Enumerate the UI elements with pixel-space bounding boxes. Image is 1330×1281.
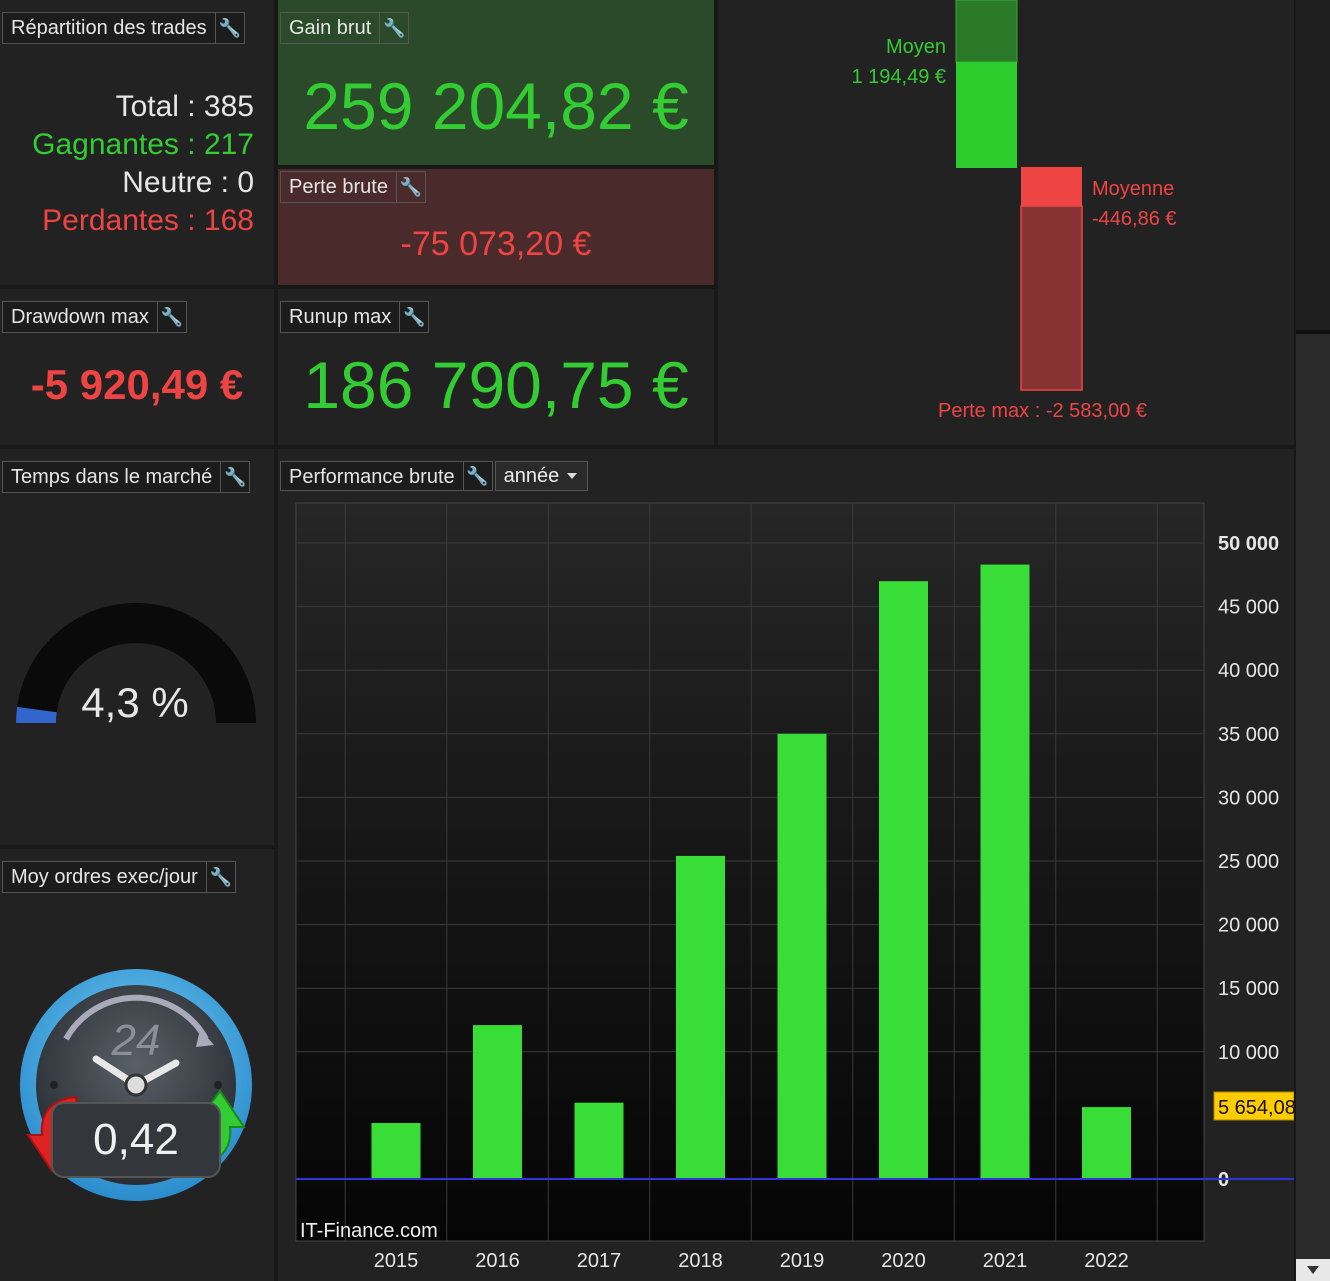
gauge-fill bbox=[15, 706, 57, 723]
ordres-value-box bbox=[51, 1102, 221, 1178]
y-tick-label: 45 000 bbox=[1218, 597, 1279, 619]
repartition-title-tab: Répartition des trades 🔧 bbox=[2, 12, 245, 44]
x-tick-label: 2021 bbox=[983, 1250, 1028, 1272]
y-tick-label: 15 000 bbox=[1218, 978, 1279, 1000]
bar-2017 bbox=[574, 1102, 624, 1179]
scroll-down-button[interactable] bbox=[1296, 1259, 1330, 1281]
temps-gauge bbox=[15, 603, 256, 723]
perte-brute-title: Perte brute bbox=[289, 176, 388, 198]
performance-title: Performance brute bbox=[280, 461, 464, 491]
ordres-title: Moy ordres exec/jour bbox=[11, 866, 198, 888]
runup-panel: Runup max 🔧 186 790,75 € bbox=[278, 289, 714, 445]
vertical-scrollbar[interactable] bbox=[1296, 0, 1330, 1281]
x-tick-label: 2016 bbox=[475, 1250, 520, 1272]
last-value-marker bbox=[1213, 1091, 1294, 1121]
wrench-icon[interactable]: 🔧 bbox=[214, 13, 244, 43]
bar-2019 bbox=[777, 733, 827, 1179]
wrench-icon[interactable]: 🔧 bbox=[156, 302, 186, 332]
plot-area bbox=[295, 502, 1205, 1242]
wrench-icon[interactable]: 🔧 bbox=[205, 862, 235, 892]
total-count: Total : 385 bbox=[115, 90, 254, 123]
wrench-icon[interactable]: 🔧 bbox=[379, 13, 408, 43]
perte-max-bar bbox=[1020, 205, 1083, 391]
drawdown-value: -5 920,49 € bbox=[30, 361, 244, 408]
temps-title: Temps dans le marché bbox=[11, 466, 213, 488]
y-tick-label: 35 000 bbox=[1218, 724, 1279, 746]
wrench-icon[interactable]: 🔧 bbox=[220, 462, 249, 492]
bar-2015 bbox=[371, 1123, 421, 1179]
clock-number: 24 bbox=[111, 1016, 161, 1065]
x-tick-label: 2020 bbox=[881, 1250, 926, 1272]
repartition-panel: Répartition des trades 🔧 Total : 385 Gag… bbox=[0, 0, 274, 285]
moyennes-bars bbox=[955, 0, 1083, 391]
drawdown-title-tab: Drawdown max 🔧 bbox=[2, 301, 187, 333]
y-tick-label: 30 000 bbox=[1218, 787, 1279, 809]
perdantes-count: Perdantes : 168 bbox=[42, 204, 254, 237]
ordres-value: 0,42 bbox=[93, 1115, 179, 1164]
scrollbar-track[interactable] bbox=[1296, 334, 1330, 1259]
chevron-down-icon bbox=[567, 473, 578, 479]
gain-brut-value: 259 204,82 € bbox=[303, 69, 689, 143]
runup-title: Runup max bbox=[289, 306, 392, 328]
arrow-down-icon bbox=[1307, 1266, 1319, 1274]
runup-title-tab: Runup max 🔧 bbox=[280, 301, 430, 333]
perte-max-label: Perte max : -2 583,00 € bbox=[938, 400, 1148, 422]
performance-panel: Performance brute 🔧 année 2015 2016 2017 20… bbox=[278, 449, 1294, 1281]
drawdown-title: Drawdown max bbox=[11, 306, 149, 328]
repartition-title: Répartition des trades bbox=[11, 17, 207, 39]
period-dropdown-value: année bbox=[503, 465, 560, 487]
temps-value: 4,3 % bbox=[81, 679, 189, 726]
ordres-panel: Moy ordres exec/jour 🔧 24 0,42 bbox=[0, 849, 274, 1281]
bar-2016 bbox=[473, 1025, 522, 1179]
runup-value: 186 790,75 € bbox=[303, 348, 689, 422]
y-tick-label: 25 000 bbox=[1218, 851, 1279, 873]
performance-title-tab: Performance brute 🔧 année bbox=[280, 461, 589, 491]
gain-avg-label: Moyen bbox=[885, 36, 946, 58]
perte-brute-value: -75 073,20 € bbox=[400, 225, 592, 263]
y-tick-label: 50 000 bbox=[1218, 533, 1279, 555]
bar-2022 bbox=[1082, 1107, 1131, 1179]
gain-avg-bar bbox=[956, 62, 1017, 168]
wrench-icon[interactable]: 🔧 bbox=[399, 302, 428, 332]
x-tick-label: 2017 bbox=[577, 1250, 622, 1272]
perte-avg-bar bbox=[1021, 167, 1082, 206]
perte-avg-label: Moyenne bbox=[1092, 178, 1175, 200]
x-tick-label: 2019 bbox=[780, 1250, 825, 1272]
wrench-icon[interactable]: 🔧 bbox=[395, 172, 425, 202]
x-tick-label: 2022 bbox=[1084, 1250, 1129, 1272]
bar-2018 bbox=[676, 855, 725, 1179]
x-tick-label: 2018 bbox=[678, 1250, 723, 1272]
repartition-stats: Total : 385 Gagnantes : 217 Neutre : 0 P… bbox=[32, 88, 254, 240]
y-tick-label: 40 000 bbox=[1218, 660, 1279, 682]
gain-avg-value: 1 194,49 € bbox=[851, 66, 946, 88]
drawdown-panel: Drawdown max 🔧 -5 920,49 € bbox=[0, 289, 274, 445]
moyennes-panel: Moyen 1 194,49 € Moyenne -446,86 € Perte… bbox=[718, 0, 1294, 445]
gauge-track bbox=[16, 603, 256, 723]
scrollbar-thumb[interactable] bbox=[1296, 0, 1330, 330]
y-tick-label: 20 000 bbox=[1218, 915, 1279, 937]
wrench-icon[interactable]: 🔧 bbox=[463, 461, 493, 491]
gagnantes-count: Gagnantes : 217 bbox=[32, 128, 254, 161]
neutre-count: Neutre : 0 bbox=[122, 166, 254, 199]
gain-brut-title: Gain brut bbox=[289, 17, 372, 39]
bar-2020 bbox=[879, 581, 928, 1179]
gain-max-bar bbox=[955, 0, 1018, 63]
bar-2021 bbox=[980, 564, 1030, 1179]
perte-avg-value: -446,86 € bbox=[1092, 208, 1177, 230]
watermark: IT-Finance.com bbox=[300, 1220, 438, 1242]
y-tick-label: 10 000 bbox=[1218, 1042, 1279, 1064]
ordres-title-tab: Moy ordres exec/jour 🔧 bbox=[2, 861, 236, 893]
last-value-label: 5 654,08 bbox=[1218, 1097, 1294, 1119]
x-tick-label: 2015 bbox=[374, 1250, 419, 1272]
gain-brut-title-tab: Gain brut 🔧 bbox=[280, 12, 410, 44]
clock-icon: 24 bbox=[20, 969, 252, 1201]
period-dropdown[interactable]: année bbox=[494, 461, 589, 491]
temps-panel: Temps dans le marché 🔧 4,3 % bbox=[0, 449, 274, 845]
perte-brute-title-tab: Perte brute 🔧 bbox=[280, 171, 426, 203]
temps-title-tab: Temps dans le marché 🔧 bbox=[2, 461, 251, 493]
perte-brute-panel: Perte brute 🔧 -75 073,20 € bbox=[278, 169, 714, 285]
gain-brut-panel: Gain brut 🔧 259 204,82 € bbox=[278, 0, 714, 165]
